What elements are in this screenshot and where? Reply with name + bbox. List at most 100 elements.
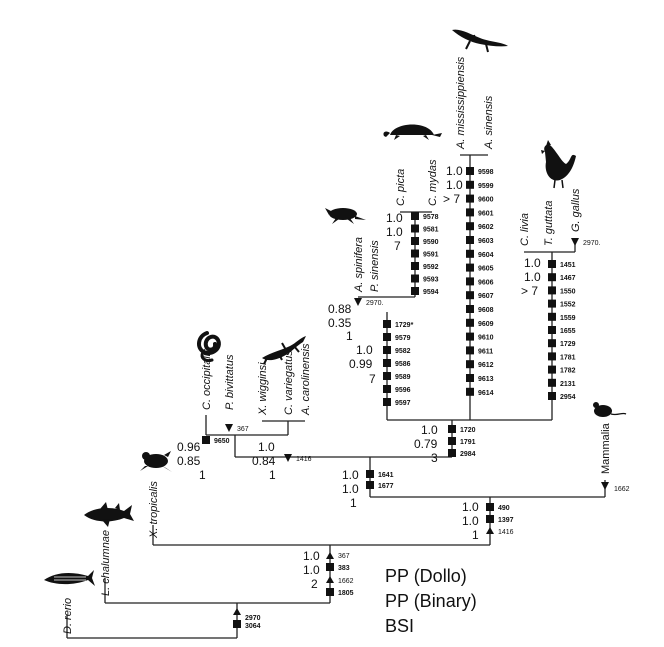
aves-event-label: 1451 — [560, 262, 576, 269]
sauria-event-label: 1641 — [378, 472, 394, 479]
aves-event-marker — [548, 326, 556, 334]
sauria-event-label-2: 1677 — [378, 483, 394, 490]
archelosauria-event-marker — [383, 385, 391, 393]
crocodylia-event-marker — [466, 291, 474, 300]
archelosauria-event-marker — [383, 346, 391, 354]
archelosauria-event-label: 1729* — [395, 322, 414, 329]
squamata-support-pp-dollo: 0.96 — [177, 440, 201, 454]
mammalia-event-label: 1662 — [614, 486, 630, 493]
cryptodira-event-label: 9581 — [423, 227, 439, 234]
aves-event-marker — [548, 365, 556, 374]
root-event-label: 2970 — [245, 615, 261, 622]
sauria-support-pp-binary: 1.0 — [342, 482, 359, 496]
archelosauria-event-label: 9579 — [395, 335, 411, 342]
aves-event-marker — [548, 392, 556, 400]
cryptodira-event-label: 9590 — [423, 239, 439, 246]
taxon-l-chalumnae: L. chalumnae — [100, 530, 112, 596]
mammalia-loss-marker — [601, 482, 609, 490]
archelosauria-event-label: 9596 — [395, 387, 411, 394]
toxicofera-support-bsi: 1 — [269, 468, 276, 482]
softshell-turtle-icon — [325, 208, 366, 224]
taxon-p-sinensis: P. sinensis — [369, 240, 381, 292]
taxon-a-spinifera: A. spinifera — [353, 237, 365, 293]
crocodylia-event-label: 9607 — [478, 293, 494, 300]
turtles-support-bsi: 1 — [346, 329, 353, 343]
tetrapoda-event-label-2: 383 — [338, 565, 350, 572]
amniota-event-marker-2 — [486, 515, 494, 523]
archelosauria-support-bsi: 7 — [369, 372, 376, 386]
tetrapoda-event-label-4: 1805 — [338, 590, 354, 597]
taxon-labels: D. rerio L. chalumnae X. tropicalis C. o… — [62, 56, 612, 634]
crocodylia-event-marker — [466, 208, 474, 217]
aves-event-stack: 1451 1467 1550 1552 1559 1655 1729 1781 1782 2131… — [548, 260, 576, 401]
squamata-event-marker — [202, 436, 210, 444]
cryptodira-event-marker — [411, 212, 419, 220]
frog-icon — [140, 451, 172, 472]
aves-support-pp-dollo: 1.0 — [524, 256, 541, 270]
taxon-t-guttata: T. guttata — [543, 201, 555, 246]
cryptodira-support-pp-binary: 1.0 — [386, 225, 403, 239]
turtles-support-pp-binary: 0.35 — [328, 316, 352, 330]
toxicofera-event-label: 1416 — [296, 456, 312, 463]
aves-event-label: 1655 — [560, 328, 576, 335]
taxon-c-picta: C. picta — [395, 169, 407, 206]
crocodylia-event-label: 9603 — [478, 238, 494, 245]
squamata-support-bsi: 1 — [199, 468, 206, 482]
crocodylia-event-label: 9612 — [478, 362, 494, 369]
aves-event-label: 1782 — [560, 368, 576, 375]
crocodylia-event-marker — [466, 167, 474, 175]
crocodylia-event-label: 9604 — [478, 252, 494, 259]
cryptodira-event-marker — [411, 237, 419, 245]
aves-event-label: 2954 — [560, 394, 576, 401]
support-legend: PP (Dollo) PP (Binary) BSI — [385, 566, 477, 636]
cryptodira-event-marker — [411, 262, 419, 270]
event-markers — [202, 238, 609, 628]
root-event-label-2: 3064 — [245, 623, 261, 630]
crocodylia-event-marker — [466, 277, 474, 286]
aves-support-bsi: > 7 — [521, 284, 538, 298]
aves-event-label: 1559 — [560, 315, 576, 322]
branch-rerio — [66, 615, 237, 639]
crocodylia-event-label: 9601 — [478, 210, 494, 217]
snake-loss-marker — [225, 424, 233, 432]
aves-event-label: 1552 — [560, 302, 576, 309]
tetrapoda-event-label-3: 1662 — [338, 578, 354, 585]
crocodylia-event-label: 9605 — [478, 266, 494, 273]
archelosauria-event-marker — [383, 372, 391, 380]
tetrapoda-support-pp-binary: 1.0 — [303, 563, 320, 577]
taxon-c-mydas: C. mydas — [427, 159, 439, 206]
crocodylia-event-label: 9613 — [478, 376, 494, 383]
archosauria-support-bsi: 3 — [431, 451, 438, 465]
rooster-icon — [541, 140, 576, 189]
archelosauria-event-label: 9589 — [395, 374, 411, 381]
aves-event-label: 1550 — [560, 288, 576, 295]
tetrapoda-event-marker-2 — [326, 588, 334, 596]
aves-event-label: 1467 — [560, 275, 576, 282]
mouse-icon — [593, 402, 627, 417]
aves-event-marker — [548, 378, 556, 387]
crocodylia-event-label: 9600 — [478, 197, 494, 204]
aves-event-marker — [548, 312, 556, 321]
crocodylia-support-pp-dollo: 1.0 — [446, 164, 463, 178]
crocodylia-support-bsi: > 7 — [443, 192, 460, 206]
alligator-icon — [452, 29, 508, 53]
turtle-icon — [383, 124, 442, 140]
trionychid-event-label: 2970. — [366, 300, 384, 307]
sauria-event-marker-2 — [366, 481, 374, 489]
archosauria-event-label: 1720 — [460, 427, 476, 434]
tetrapoda-event-marker — [326, 563, 334, 571]
root-event-marker — [233, 620, 241, 628]
coelacanth-icon — [84, 502, 134, 527]
crocodylia-event-label: 9611 — [478, 348, 493, 355]
taxon-mammalia: Mammalia — [600, 422, 612, 474]
taxon-a-carolinensis: A. carolinensis — [300, 343, 312, 416]
crocodylia-event-marker — [466, 263, 474, 272]
event-labels: 2970 3064 367 383 1662 1805 490 1397 141… — [214, 240, 630, 630]
taxon-x-wigginsi: X. wigginsi — [257, 362, 269, 416]
aves-support-pp-binary: 1.0 — [524, 270, 541, 284]
root-gain-marker — [233, 608, 241, 615]
sauria-support-pp-dollo: 1.0 — [342, 468, 359, 482]
toxicofera-loss-marker — [284, 454, 292, 462]
archelosauria-support-pp-dollo: 1.0 — [356, 343, 373, 357]
taxon-a-mississippiensis: A. mississippiensis — [455, 56, 467, 150]
